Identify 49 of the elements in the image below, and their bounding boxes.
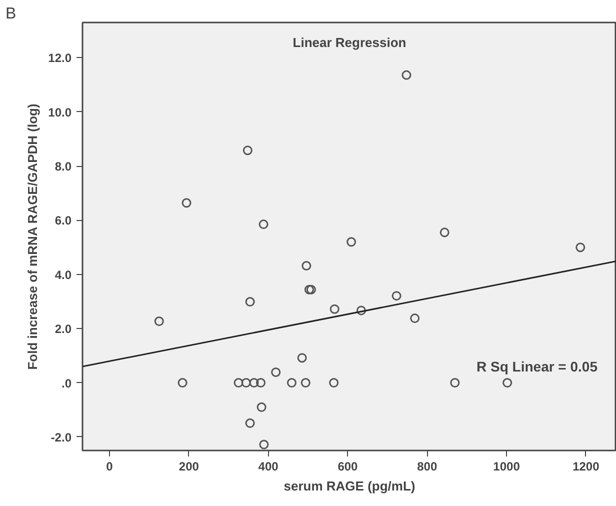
point	[356, 306, 366, 316]
point	[234, 378, 244, 388]
point	[271, 367, 281, 377]
x-tick-label: 1200	[572, 460, 600, 474]
point	[300, 378, 310, 388]
point	[256, 378, 266, 388]
y-tick-label: 8.0	[54, 160, 72, 174]
point	[154, 316, 164, 326]
point	[256, 402, 266, 412]
point	[245, 297, 255, 307]
point	[302, 261, 312, 270]
point	[502, 378, 512, 388]
point	[346, 237, 356, 247]
y-tick-label: 4.0	[54, 268, 72, 282]
y-tick-label: 2.0	[54, 322, 72, 336]
annotation: R Sq Linear = 0.05	[476, 358, 598, 374]
x-axis-title: serum RAGE (pg/mL)	[284, 478, 416, 494]
point	[440, 228, 450, 238]
point	[297, 353, 307, 363]
text: B	[6, 6, 16, 22]
point	[410, 314, 420, 324]
point	[286, 378, 296, 388]
point	[329, 378, 339, 388]
x-tick-label: 600	[338, 460, 358, 474]
text: Linear Regression	[292, 35, 406, 50]
point	[249, 378, 259, 388]
y-axis-title: Fold increase of mRNA RAGE/GAPDH (log)	[25, 104, 40, 370]
point	[402, 70, 412, 80]
y-tick-label: 12.0	[48, 51, 72, 66]
y-tick-label: 10.0	[48, 105, 72, 120]
x-tick-label: 800	[417, 460, 438, 474]
x-tick-label: 200	[178, 460, 200, 474]
point	[245, 418, 255, 428]
x-tick-label: 400	[258, 460, 279, 474]
point	[241, 378, 251, 388]
x-tick-label: 1000	[493, 460, 520, 474]
point	[182, 198, 192, 208]
point	[178, 378, 188, 388]
point	[258, 220, 268, 230]
point	[392, 291, 402, 301]
y-tick-label: -2.0	[50, 430, 72, 444]
y-tick-label: 6.0	[54, 214, 72, 228]
point	[450, 378, 460, 388]
point	[242, 146, 252, 156]
point	[330, 304, 340, 314]
point	[259, 440, 269, 450]
y-tick-label: .0	[61, 376, 72, 390]
point	[576, 242, 586, 252]
x-tick-label: 0	[106, 460, 114, 474]
